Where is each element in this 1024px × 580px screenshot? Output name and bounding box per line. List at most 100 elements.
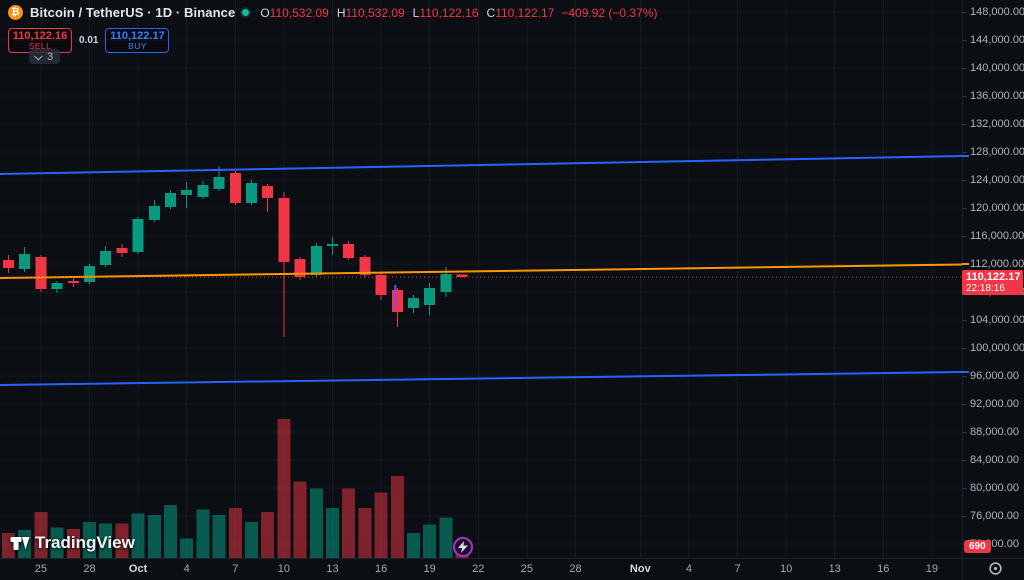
gridlines [0, 0, 962, 558]
time-axis-label: 19 [423, 563, 436, 575]
time-axis-label: 16 [374, 563, 388, 575]
volume-bar [390, 475, 404, 558]
candle-body [116, 247, 128, 254]
mid-trendline[interactable] [0, 263, 962, 279]
price-axis-label: 96,000.00 [970, 369, 1019, 382]
price-axis-tick [962, 516, 967, 517]
tradingview-logo[interactable]: TradingView [10, 533, 135, 553]
price-axis-label: 128,000.00 [970, 145, 1024, 158]
time-axis-label: Nov [629, 563, 651, 575]
price-axis[interactable]: 110,122.17 22:18:16 690 148,000.00 144,00… [962, 0, 1024, 580]
low-value: 110,122.16 [419, 5, 479, 20]
candle-series [3, 166, 468, 338]
price-axis-tick [962, 96, 967, 97]
price-axis-label: 120,000.00 [970, 201, 1024, 214]
volume-bar [439, 517, 453, 558]
price-axis-tick [962, 40, 967, 41]
axis-settings-icon[interactable] [988, 561, 1003, 576]
candle-body [343, 243, 355, 258]
volume-bar [212, 514, 226, 558]
close-label: C [486, 5, 496, 20]
lower-channel-line[interactable] [0, 371, 962, 387]
time-axis-separator [0, 558, 1024, 559]
upper-channel-line-axis-tick [962, 154, 969, 157]
sell-price: 110,122.16 [12, 30, 68, 42]
volume-bar [342, 488, 356, 558]
price-axis-tick [962, 180, 967, 181]
price-axis-label: 100,000.00 [970, 341, 1024, 354]
volume-bar [245, 521, 258, 558]
volume-bar [180, 538, 194, 558]
candle-body [51, 282, 63, 289]
events-count-badge: 690 [964, 540, 991, 553]
tradingview-logo-icon [10, 537, 30, 550]
symbol-title[interactable]: Bitcoin / TetherUS · 1D · Binance [30, 5, 236, 20]
price-axis-tick [962, 488, 967, 489]
volume-bar [50, 527, 64, 558]
time-axis-label: 25 [34, 563, 48, 575]
candle-body [3, 260, 14, 268]
open-label: O [260, 5, 270, 20]
candle-body [440, 274, 452, 292]
open-value: 110,532.09 [269, 5, 329, 20]
price-axis-tick [962, 404, 967, 405]
price-axis-label: 92,000.00 [970, 397, 1019, 410]
volume-bar [147, 514, 161, 558]
volume-bar [374, 492, 388, 558]
candle-body [148, 205, 160, 220]
candle-body [375, 274, 387, 296]
volume-bar [83, 521, 96, 558]
candle-body [35, 257, 47, 289]
last-price-label: 110,122.17 22:18:16 [962, 270, 1023, 296]
time-axis-label: 7 [232, 563, 239, 575]
time-axis-label: 13 [326, 563, 339, 575]
price-axis-tick [962, 152, 967, 153]
indicators-collapse-chip[interactable]: 3 [29, 49, 61, 64]
time-axis-label: 28 [83, 563, 96, 575]
chevron-down-icon [34, 51, 43, 61]
price-axis-tick [962, 236, 967, 237]
volume-bar [66, 528, 80, 558]
volume-bar [196, 509, 210, 558]
high-value: 110,532.09 [345, 5, 405, 20]
volume-series [2, 419, 469, 558]
price-axis-label: 88,000.00 [970, 425, 1019, 438]
volume-bar [34, 512, 48, 558]
price-axis-label: 116,000.00 [970, 229, 1024, 242]
volume-bar [99, 523, 113, 558]
price-axis-tick [962, 124, 967, 125]
candle-body [262, 186, 274, 198]
time-axis[interactable]: 25 28 Oct 4 7 10 13 16 19 22 25 28 Nov 4 7 10 13 16 19 [0, 559, 962, 580]
last-price-value: 110,122.17 [966, 271, 1021, 284]
time-axis-label: 28 [569, 563, 582, 575]
indicators-count: 3 [47, 50, 54, 63]
volume-bar [261, 512, 275, 558]
market-open-dot[interactable] [242, 9, 250, 16]
time-axis-label: 4 [685, 563, 692, 575]
price-axis-label: 124,000.00 [970, 173, 1024, 186]
candle-body [327, 243, 338, 247]
ohlc-values: O110,532.09 H110,532.09 L110,122.16 C110… [260, 6, 554, 20]
buy-button[interactable]: 110,122.17 BUY [105, 28, 170, 53]
time-axis-label: 22 [472, 563, 485, 575]
price-axis-tick [962, 348, 967, 349]
close-value: 110,122.17 [495, 5, 555, 20]
candle-body [132, 218, 144, 253]
candle-body [165, 193, 176, 208]
upper-channel-line[interactable] [0, 154, 962, 176]
volume-bar [115, 523, 129, 558]
candle-body [246, 183, 257, 204]
sell-button[interactable]: 110,122.16 SELL [8, 28, 72, 53]
price-axis-label: 80,000.00 [970, 481, 1019, 494]
lightning-button[interactable] [453, 537, 473, 557]
buy-label: BUY [128, 41, 147, 51]
volume-bar [326, 507, 339, 558]
plot-area[interactable] [0, 0, 962, 558]
price-axis-tick [962, 68, 967, 69]
volume-bar [293, 481, 307, 558]
time-axis-label: 19 [925, 563, 939, 575]
price-axis-tick [962, 432, 967, 433]
mid-trendline-axis-tick [962, 263, 969, 266]
bar-close-countdown: 22:18:16 [966, 283, 1005, 295]
high-label: H [336, 5, 346, 20]
